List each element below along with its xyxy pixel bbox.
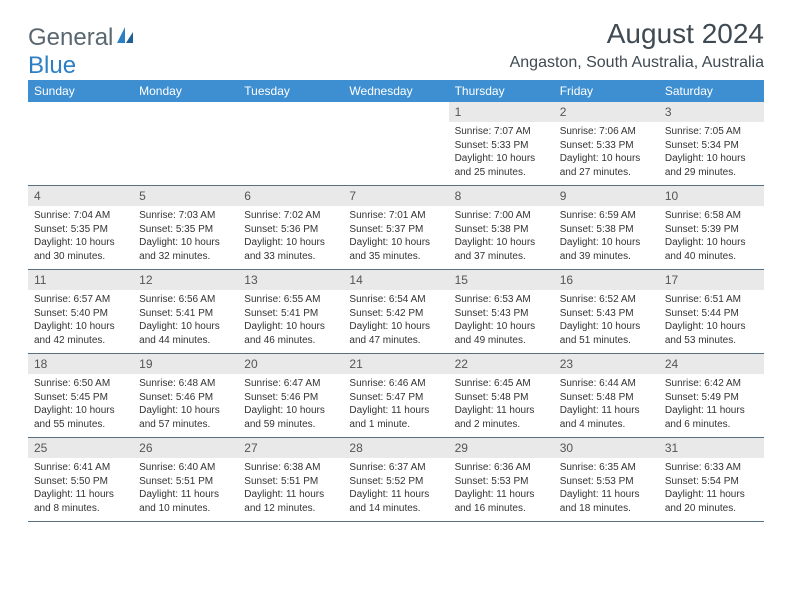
day-number-cell: 5 <box>133 186 238 207</box>
day-detail-cell: Sunrise: 7:06 AMSunset: 5:33 PMDaylight:… <box>554 122 659 186</box>
day-number-cell: 31 <box>659 438 764 459</box>
day-detail-cell: Sunrise: 6:33 AMSunset: 5:54 PMDaylight:… <box>659 458 764 522</box>
day-detail-cell: Sunrise: 6:40 AMSunset: 5:51 PMDaylight:… <box>133 458 238 522</box>
detail-row: Sunrise: 7:07 AMSunset: 5:33 PMDaylight:… <box>28 122 764 186</box>
month-title: August 2024 <box>510 18 764 50</box>
day-number-cell: 12 <box>133 270 238 291</box>
daynum-row: 25262728293031 <box>28 438 764 459</box>
logo: General <box>28 24 139 52</box>
day-number-cell: 7 <box>343 186 448 207</box>
day-number-cell: 10 <box>659 186 764 207</box>
day-detail-cell: Sunrise: 6:45 AMSunset: 5:48 PMDaylight:… <box>449 374 554 438</box>
day-detail-cell: Sunrise: 6:46 AMSunset: 5:47 PMDaylight:… <box>343 374 448 438</box>
day-detail-cell: Sunrise: 6:59 AMSunset: 5:38 PMDaylight:… <box>554 206 659 270</box>
day-detail-cell <box>133 122 238 186</box>
detail-row: Sunrise: 6:41 AMSunset: 5:50 PMDaylight:… <box>28 458 764 522</box>
day-detail-cell: Sunrise: 6:47 AMSunset: 5:46 PMDaylight:… <box>238 374 343 438</box>
dow-tuesday: Tuesday <box>238 80 343 102</box>
day-number-cell: 14 <box>343 270 448 291</box>
day-number-cell: 2 <box>554 102 659 122</box>
day-number-cell: 9 <box>554 186 659 207</box>
daynum-row: 18192021222324 <box>28 354 764 375</box>
dow-monday: Monday <box>133 80 238 102</box>
day-number-cell <box>28 102 133 122</box>
day-number-cell: 25 <box>28 438 133 459</box>
detail-row: Sunrise: 7:04 AMSunset: 5:35 PMDaylight:… <box>28 206 764 270</box>
day-detail-cell: Sunrise: 7:03 AMSunset: 5:35 PMDaylight:… <box>133 206 238 270</box>
day-number-cell: 15 <box>449 270 554 291</box>
logo-text-1: General <box>28 24 113 52</box>
detail-row: Sunrise: 6:50 AMSunset: 5:45 PMDaylight:… <box>28 374 764 438</box>
day-number-cell: 19 <box>133 354 238 375</box>
day-number-cell: 13 <box>238 270 343 291</box>
day-detail-cell: Sunrise: 7:07 AMSunset: 5:33 PMDaylight:… <box>449 122 554 186</box>
day-number-cell: 16 <box>554 270 659 291</box>
day-number-cell: 30 <box>554 438 659 459</box>
day-detail-cell: Sunrise: 6:56 AMSunset: 5:41 PMDaylight:… <box>133 290 238 354</box>
day-detail-cell: Sunrise: 6:53 AMSunset: 5:43 PMDaylight:… <box>449 290 554 354</box>
day-detail-cell: Sunrise: 6:44 AMSunset: 5:48 PMDaylight:… <box>554 374 659 438</box>
day-detail-cell: Sunrise: 6:58 AMSunset: 5:39 PMDaylight:… <box>659 206 764 270</box>
detail-row: Sunrise: 6:57 AMSunset: 5:40 PMDaylight:… <box>28 290 764 354</box>
day-number-cell: 8 <box>449 186 554 207</box>
day-number-cell: 28 <box>343 438 448 459</box>
day-number-cell: 24 <box>659 354 764 375</box>
day-detail-cell <box>28 122 133 186</box>
day-number-cell: 21 <box>343 354 448 375</box>
day-number-cell: 27 <box>238 438 343 459</box>
day-number-cell <box>133 102 238 122</box>
day-detail-cell: Sunrise: 6:57 AMSunset: 5:40 PMDaylight:… <box>28 290 133 354</box>
day-number-cell: 29 <box>449 438 554 459</box>
calendar-body: 123Sunrise: 7:07 AMSunset: 5:33 PMDaylig… <box>28 102 764 522</box>
day-detail-cell: Sunrise: 6:36 AMSunset: 5:53 PMDaylight:… <box>449 458 554 522</box>
day-detail-cell: Sunrise: 6:37 AMSunset: 5:52 PMDaylight:… <box>343 458 448 522</box>
day-number-cell: 26 <box>133 438 238 459</box>
day-detail-cell: Sunrise: 6:52 AMSunset: 5:43 PMDaylight:… <box>554 290 659 354</box>
day-detail-cell: Sunrise: 7:01 AMSunset: 5:37 PMDaylight:… <box>343 206 448 270</box>
day-number-cell: 11 <box>28 270 133 291</box>
header: General August 2024 Angaston, South Aust… <box>28 18 764 72</box>
day-number-cell: 17 <box>659 270 764 291</box>
day-detail-cell: Sunrise: 7:02 AMSunset: 5:36 PMDaylight:… <box>238 206 343 270</box>
sail-icon <box>115 24 137 52</box>
title-block: August 2024 Angaston, South Australia, A… <box>510 18 764 72</box>
logo-text-2: Blue <box>28 52 76 80</box>
day-detail-cell <box>238 122 343 186</box>
day-detail-cell <box>343 122 448 186</box>
day-number-cell <box>238 102 343 122</box>
day-detail-cell: Sunrise: 6:48 AMSunset: 5:46 PMDaylight:… <box>133 374 238 438</box>
day-detail-cell: Sunrise: 6:35 AMSunset: 5:53 PMDaylight:… <box>554 458 659 522</box>
day-detail-cell: Sunrise: 7:04 AMSunset: 5:35 PMDaylight:… <box>28 206 133 270</box>
day-detail-cell: Sunrise: 6:55 AMSunset: 5:41 PMDaylight:… <box>238 290 343 354</box>
day-number-cell: 6 <box>238 186 343 207</box>
day-number-cell: 18 <box>28 354 133 375</box>
day-detail-cell: Sunrise: 6:54 AMSunset: 5:42 PMDaylight:… <box>343 290 448 354</box>
day-detail-cell: Sunrise: 6:38 AMSunset: 5:51 PMDaylight:… <box>238 458 343 522</box>
day-number-cell <box>343 102 448 122</box>
day-number-cell: 3 <box>659 102 764 122</box>
day-number-cell: 22 <box>449 354 554 375</box>
day-detail-cell: Sunrise: 7:00 AMSunset: 5:38 PMDaylight:… <box>449 206 554 270</box>
dow-wednesday: Wednesday <box>343 80 448 102</box>
location: Angaston, South Australia, Australia <box>510 54 764 72</box>
dow-row: Sunday Monday Tuesday Wednesday Thursday… <box>28 80 764 102</box>
day-number-cell: 23 <box>554 354 659 375</box>
calendar-table: Sunday Monday Tuesday Wednesday Thursday… <box>28 80 764 522</box>
day-detail-cell: Sunrise: 6:42 AMSunset: 5:49 PMDaylight:… <box>659 374 764 438</box>
daynum-row: 11121314151617 <box>28 270 764 291</box>
daynum-row: 123 <box>28 102 764 122</box>
day-number-cell: 1 <box>449 102 554 122</box>
day-detail-cell: Sunrise: 7:05 AMSunset: 5:34 PMDaylight:… <box>659 122 764 186</box>
day-number-cell: 20 <box>238 354 343 375</box>
day-detail-cell: Sunrise: 6:50 AMSunset: 5:45 PMDaylight:… <box>28 374 133 438</box>
day-number-cell: 4 <box>28 186 133 207</box>
day-detail-cell: Sunrise: 6:51 AMSunset: 5:44 PMDaylight:… <box>659 290 764 354</box>
dow-thursday: Thursday <box>449 80 554 102</box>
daynum-row: 45678910 <box>28 186 764 207</box>
dow-friday: Friday <box>554 80 659 102</box>
day-detail-cell: Sunrise: 6:41 AMSunset: 5:50 PMDaylight:… <box>28 458 133 522</box>
dow-sunday: Sunday <box>28 80 133 102</box>
dow-saturday: Saturday <box>659 80 764 102</box>
